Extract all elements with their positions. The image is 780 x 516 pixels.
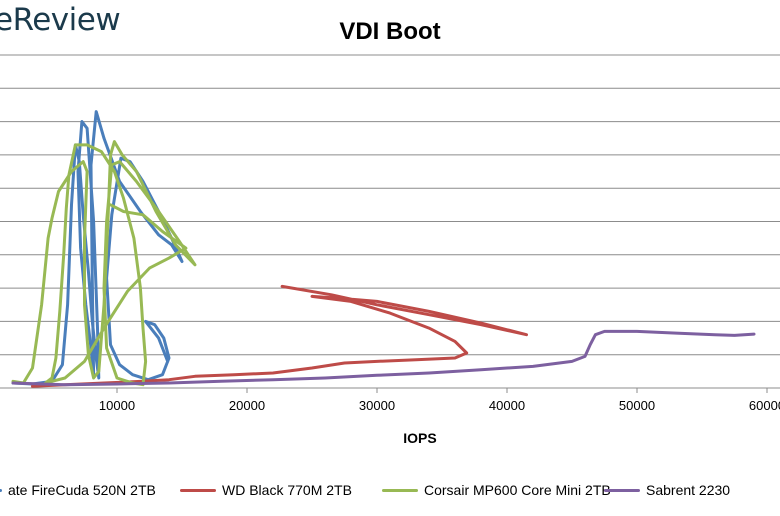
legend-label: WD Black 770M 2TB bbox=[222, 482, 352, 498]
x-tick-label: 40000 bbox=[489, 398, 525, 413]
legend-swatch bbox=[0, 488, 2, 492]
series-line bbox=[11, 110, 184, 386]
legend-label: ate FireCuda 520N 2TB bbox=[8, 482, 156, 498]
x-tick-label: 30000 bbox=[359, 398, 395, 413]
legend-item: WD Black 770M 2TB bbox=[180, 479, 352, 501]
x-tick-label: 60000 bbox=[749, 398, 780, 413]
legend-label: Corsair MP600 Core Mini 2TB bbox=[424, 482, 611, 498]
x-tick-label: 50000 bbox=[619, 398, 655, 413]
x-axis: 10000 20000 30000 40000 50000 60000 bbox=[0, 387, 780, 413]
series-line bbox=[11, 329, 756, 387]
x-axis-label: IOPS bbox=[403, 430, 437, 446]
x-tick-label: 10000 bbox=[99, 398, 135, 413]
chart-plot: 10000 20000 30000 40000 50000 60000 bbox=[0, 54, 780, 413]
legend-swatch bbox=[604, 488, 640, 492]
legend-item: ate FireCuda 520N 2TB bbox=[0, 479, 156, 501]
chart-title: VDI Boot bbox=[339, 18, 441, 45]
legend-item: Sabrent 2230 bbox=[604, 479, 730, 501]
legend-swatch bbox=[180, 488, 216, 492]
series-line bbox=[31, 284, 528, 388]
legend-item: Corsair MP600 Core Mini 2TB bbox=[382, 479, 611, 501]
legend-swatch bbox=[382, 488, 418, 492]
series-lines bbox=[11, 110, 756, 388]
x-tick-label: 20000 bbox=[229, 398, 265, 413]
legend-label: Sabrent 2230 bbox=[646, 482, 731, 498]
series-line bbox=[11, 140, 197, 387]
legend: ate FireCuda 520N 2TB WD Black 770M 2TB Co… bbox=[0, 479, 780, 501]
logo-wordmark: eReview bbox=[0, 2, 121, 38]
